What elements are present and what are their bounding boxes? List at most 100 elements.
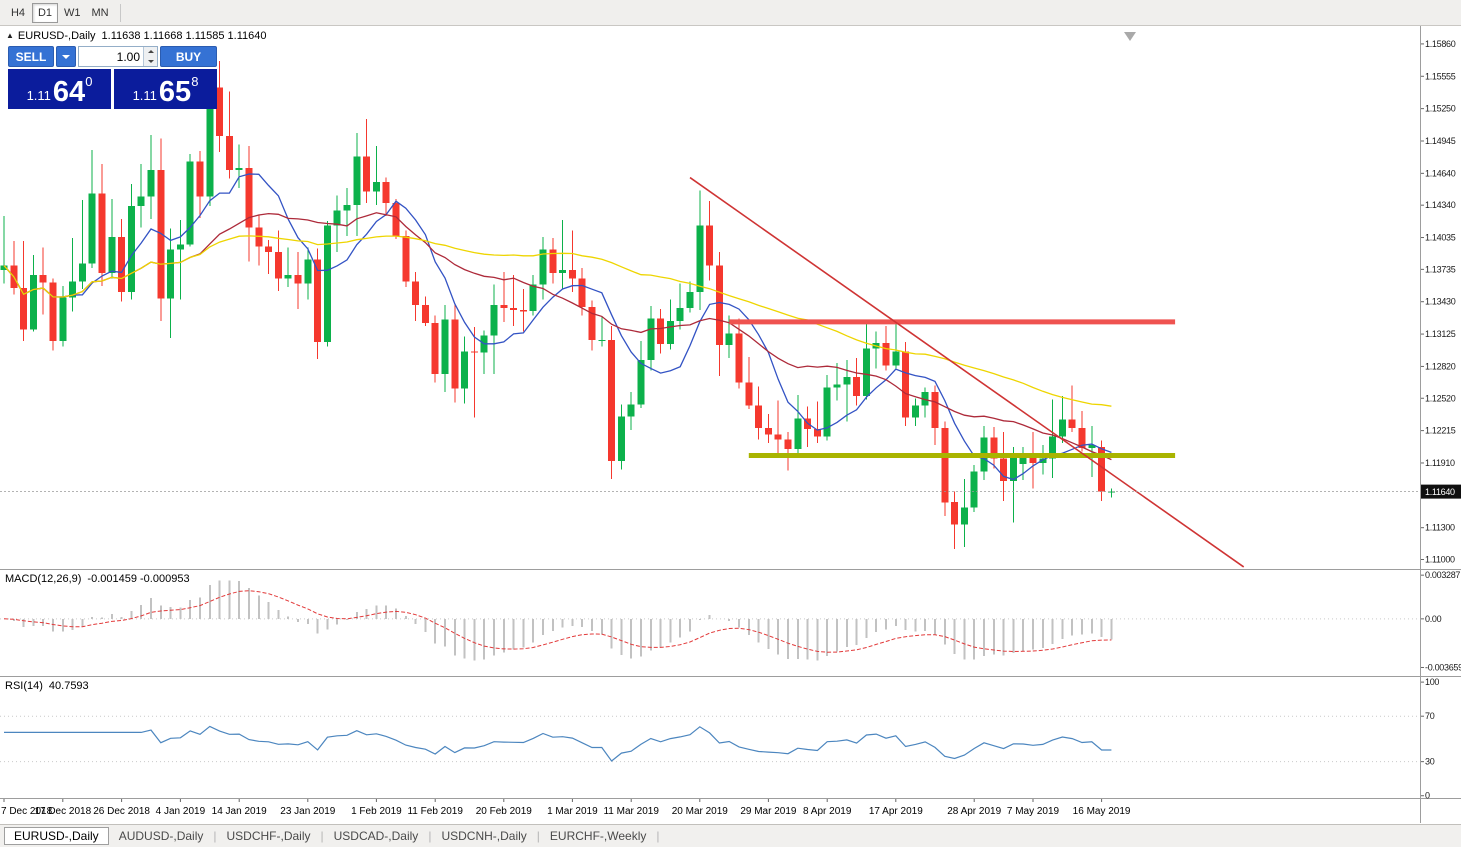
candle-body: [402, 235, 410, 282]
candle-body: [1098, 447, 1106, 492]
macd-pane[interactable]: [0, 571, 1420, 676]
candle-body: [745, 382, 753, 406]
macd-axis-label: -0.003659: [1425, 663, 1461, 673]
price-axis-label: 1.11910: [1425, 458, 1455, 468]
time-axis-label: 17 Dec 2018: [34, 806, 91, 817]
sell-button[interactable]: SELL: [8, 46, 54, 67]
candle-body: [490, 304, 498, 336]
bid-big-digits: 64: [52, 76, 86, 109]
candle-body: [637, 360, 645, 405]
candle-body: [314, 259, 322, 343]
time-axis-label: 1 Feb 2019: [351, 806, 402, 817]
price-axis-label: 1.12520: [1425, 393, 1456, 403]
candle-body: [990, 437, 998, 459]
tab-separator: [321, 829, 324, 843]
time-axis-label: 4 Jan 2019: [156, 806, 206, 817]
candle-body: [363, 156, 371, 192]
candle-body: [559, 269, 567, 274]
candle-body: [88, 193, 96, 264]
candle-body: [1039, 458, 1047, 463]
candle-body: [853, 377, 861, 397]
candle-body: [539, 249, 547, 285]
volume-decrease-button[interactable]: [144, 56, 157, 66]
timeframe-d1-button[interactable]: D1: [32, 2, 58, 23]
price-axis-label: 1.15250: [1425, 104, 1456, 114]
price-axis-label: 1.15860: [1425, 39, 1456, 49]
rsi-indicator-label: RSI(14) 40.7593: [5, 680, 89, 692]
candle-body: [843, 377, 851, 385]
tab-usdchf-daily[interactable]: USDCHF-,Daily: [226, 829, 311, 843]
candle-body: [1029, 454, 1037, 463]
candle-body: [951, 502, 959, 525]
price-axis-label: 1.14945: [1425, 136, 1456, 146]
candle-body: [304, 259, 312, 284]
macd-signal-line: [3, 590, 1112, 653]
candle-body: [598, 339, 606, 341]
candle-body: [568, 269, 576, 279]
tab-separator: [213, 829, 216, 843]
timeframe-h4-button[interactable]: H4: [5, 3, 31, 23]
price-scale[interactable]: [1421, 26, 1461, 823]
candle-body: [186, 161, 194, 245]
candle-body: [764, 428, 772, 435]
rsi-pane[interactable]: [0, 677, 1420, 798]
time-axis-label: 20 Mar 2019: [672, 806, 729, 817]
time-axis-label: 7 May 2019: [1007, 806, 1060, 817]
order-options-dropdown[interactable]: [56, 46, 76, 67]
timeframe-mn-button[interactable]: MN: [87, 3, 114, 23]
tab-usdcnh-daily[interactable]: USDCNH-,Daily: [441, 829, 527, 843]
candle-body: [647, 318, 655, 361]
volume-input[interactable]: [79, 47, 143, 66]
timeframe-w1-button[interactable]: W1: [59, 3, 86, 23]
candle-body: [1107, 491, 1115, 493]
macd-axis-label: 0.003287: [1425, 570, 1460, 580]
chart-title-symbol: EURUSD-,Daily: [17, 30, 96, 42]
candle-body: [137, 196, 145, 207]
time-scale[interactable]: [0, 799, 1420, 823]
time-axis-label: 14 Jan 2019: [212, 806, 267, 817]
candle-body: [519, 310, 527, 312]
moving-average-50-line: [3, 235, 1112, 407]
chart-tab-bar: EURUSD-,Daily AUDUSD-,Daily USDCHF-,Dail…: [0, 824, 1461, 847]
candle-body: [892, 351, 900, 366]
candle-body: [715, 265, 723, 346]
candle-body: [1049, 436, 1057, 459]
tab-usdcad-daily[interactable]: USDCAD-,Daily: [333, 829, 419, 843]
buy-button[interactable]: BUY: [160, 46, 217, 67]
price-axis-label: 1.11300: [1425, 523, 1455, 533]
tab-separator: [537, 829, 540, 843]
time-axis-label: 20 Feb 2019: [476, 806, 533, 817]
tab-audusd-daily[interactable]: AUDUSD-,Daily: [118, 829, 204, 843]
candle-body: [813, 429, 821, 437]
chart-shift-marker[interactable]: [1124, 32, 1136, 41]
tab-eurusd-daily[interactable]: EURUSD-,Daily: [4, 827, 109, 845]
candle-body: [921, 391, 929, 406]
time-axis-label: 17 Apr 2019: [869, 806, 923, 817]
candle-body: [69, 281, 77, 298]
candle-body: [970, 471, 978, 508]
rsi-axis-label: 70: [1425, 711, 1435, 721]
volume-increase-button[interactable]: [144, 47, 157, 57]
candle-body: [725, 333, 733, 346]
candle-body: [1058, 419, 1066, 437]
rsi-axis-label: 30: [1425, 757, 1435, 767]
time-axis-label: 26 Dec 2018: [93, 806, 150, 817]
volume-box: [78, 46, 158, 67]
ask-quote[interactable]: 1.11 65 8: [114, 69, 217, 109]
one-click-collapse-icon[interactable]: ▲: [6, 31, 14, 40]
descending-trendline[interactable]: [689, 176, 1245, 568]
candle-body: [706, 225, 714, 266]
caret-down-icon: [147, 59, 154, 63]
candle-body: [431, 322, 439, 374]
candle-body: [235, 168, 243, 171]
candle-body: [225, 136, 233, 171]
bid-quote[interactable]: 1.11 64 0: [8, 69, 111, 109]
candle-body: [911, 405, 919, 418]
chart-title: ▲ EURUSD-,Daily 1.11638 1.11668 1.11585 1.…: [6, 30, 267, 42]
macd-axis-label: 0.00: [1425, 614, 1442, 624]
tab-eurchf-weekly[interactable]: EURCHF-,Weekly: [549, 829, 647, 843]
main-chart-pane[interactable]: [0, 28, 1420, 568]
candle-body: [686, 292, 694, 309]
price-axis-label: 1.13125: [1425, 329, 1456, 339]
